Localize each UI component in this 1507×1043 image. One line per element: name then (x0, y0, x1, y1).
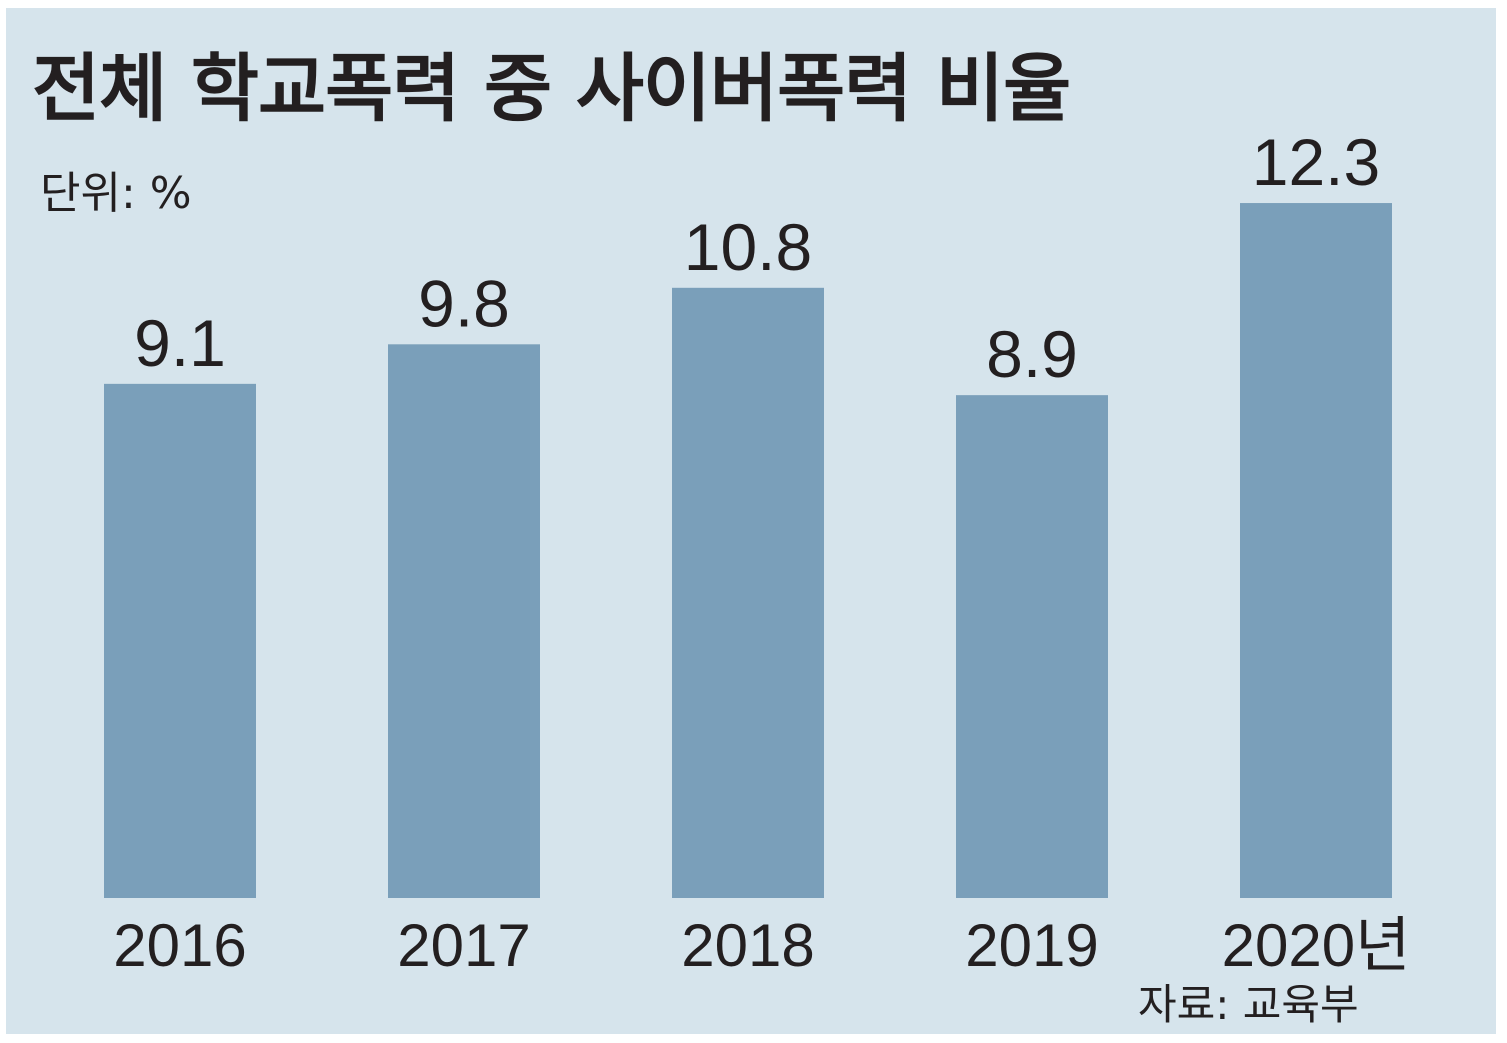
bar-value-label: 9.1 (134, 306, 226, 380)
bar-0 (104, 383, 256, 899)
x-tick-label: 2016 (113, 912, 246, 979)
bar-2 (672, 287, 824, 898)
bar-4 (1240, 203, 1392, 899)
source-label: 자료: 교육부 (1138, 980, 1359, 1029)
bar-3 (956, 395, 1108, 898)
bar-value-label: 10.8 (684, 210, 812, 284)
bar-value-label: 12.3 (1252, 125, 1380, 199)
x-tick-label: 2020년 (1222, 912, 1411, 979)
unit-label: 단위: % (40, 168, 192, 219)
bar-1 (388, 344, 540, 898)
x-tick-label: 2017 (397, 912, 530, 979)
chart-title: 전체 학교폭력 중 사이버폭력 비율 (32, 46, 1071, 132)
bar-value-label: 9.8 (418, 266, 510, 340)
x-tick-label: 2018 (681, 912, 814, 979)
bar-value-label: 8.9 (986, 317, 1078, 391)
x-tick-label: 2019 (965, 912, 1098, 979)
